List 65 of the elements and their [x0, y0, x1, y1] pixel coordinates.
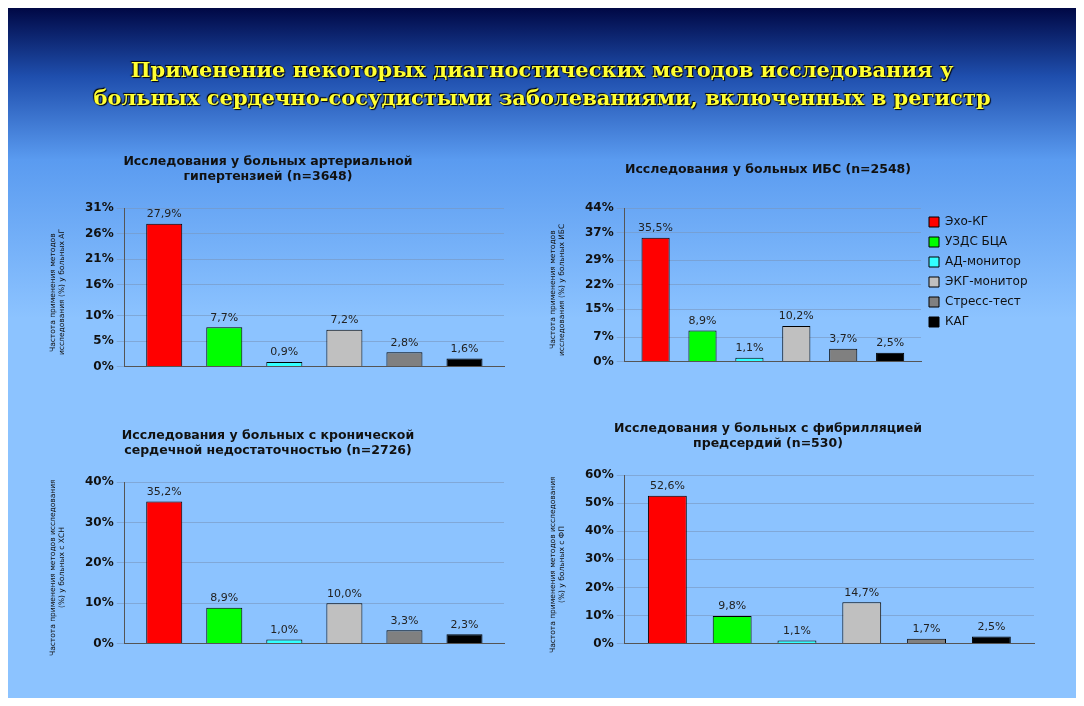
legend-label: УЗДС БЦА	[945, 234, 1009, 249]
data-label: 2,3%	[450, 617, 479, 631]
chart-title: Исследования у больных ИБС (n=2548)	[623, 159, 913, 178]
y-tick-label: 30%	[84, 514, 114, 529]
data-label: 8,9%	[210, 591, 239, 604]
data-label: 52,6%	[649, 479, 685, 493]
data-label: 0,9%	[270, 345, 299, 359]
y-tick-label: 0%	[93, 358, 114, 373]
legend-label: АД-монитор	[945, 254, 1021, 269]
legend-label: ЭКГ-монитор	[945, 274, 1028, 289]
y-tick-label: 44%	[584, 200, 614, 215]
y-tick-label: 15%	[584, 301, 614, 316]
data-label: 2,5%	[876, 336, 905, 350]
y-tick-label: 22%	[584, 276, 614, 291]
y-tick-label: 0%	[593, 635, 614, 650]
y-tick-label: 10%	[84, 307, 114, 322]
y-tick-label: 40%	[584, 523, 614, 538]
y-tick-label: 40%	[84, 474, 114, 489]
y-tick-label: 50%	[584, 495, 614, 510]
data-label: 14,7%	[844, 585, 880, 599]
data-label: 1,7%	[912, 622, 941, 636]
text: Применение некоторых диагностических методов исследования у больных сердечно-сосудистыми заболеваниями, включенных в регистр	[92, 56, 992, 112]
y-tick-label: 7%	[593, 329, 614, 344]
y-tick-label: 29%	[584, 252, 614, 267]
data-label: 27,9%	[146, 207, 182, 221]
chart-title: Исследования у больных с кронической сердечной недостаточностью (n=2726)	[120, 426, 416, 459]
bar	[971, 636, 1011, 644]
data-label: 2,8%	[390, 335, 419, 349]
data-label: 35,2%	[146, 484, 182, 498]
y-tick-label: 0%	[93, 635, 114, 650]
y-tick-label: 10%	[584, 607, 614, 622]
y-tick-label: 20%	[84, 554, 114, 569]
chart-title: Исследования у больных артериальной гипертензией (n=3648)	[122, 152, 414, 185]
data-label: 1,1%	[782, 623, 811, 637]
data-label: 7,2%	[330, 313, 359, 327]
data-label: 10,2%	[778, 309, 814, 323]
bar	[446, 358, 483, 367]
data-label: 1,0%	[270, 622, 299, 636]
data-label: 2,5%	[977, 619, 1006, 633]
y-tick-label: 10%	[84, 595, 114, 610]
data-label: 9,8%	[718, 599, 747, 613]
data-label: 7,7%	[210, 310, 239, 324]
legend-label: КАГ	[945, 314, 970, 329]
data-label: 1,6%	[450, 341, 479, 355]
data-label: 3,7%	[829, 332, 858, 346]
y-tick-label: 60%	[584, 467, 614, 482]
data-label: 8,9%	[688, 313, 717, 327]
y-tick-label: 37%	[584, 224, 614, 239]
y-tick-label: 5%	[93, 333, 114, 348]
y-tick-label: 20%	[584, 579, 614, 594]
y-tick-label: 21%	[84, 251, 114, 266]
bar	[876, 352, 905, 362]
chart-title: Исследования у больных с фибрилляцией предсердий (n=530)	[613, 419, 923, 452]
y-tick-label: 0%	[593, 353, 614, 368]
legend-label: Эхо-КГ	[945, 214, 988, 229]
data-label: 3,3%	[390, 613, 419, 627]
y-tick-label: 26%	[84, 225, 114, 240]
bar	[446, 634, 483, 644]
y-tick-label: 16%	[84, 276, 114, 291]
data-label: 1,1%	[735, 341, 764, 355]
legend-label: Стресс-тест	[945, 294, 1021, 309]
data-label: 10,0%	[326, 586, 362, 600]
y-tick-label: 31%	[84, 200, 114, 215]
y-tick-label: 30%	[584, 551, 614, 566]
data-label: 35,5%	[638, 221, 674, 235]
